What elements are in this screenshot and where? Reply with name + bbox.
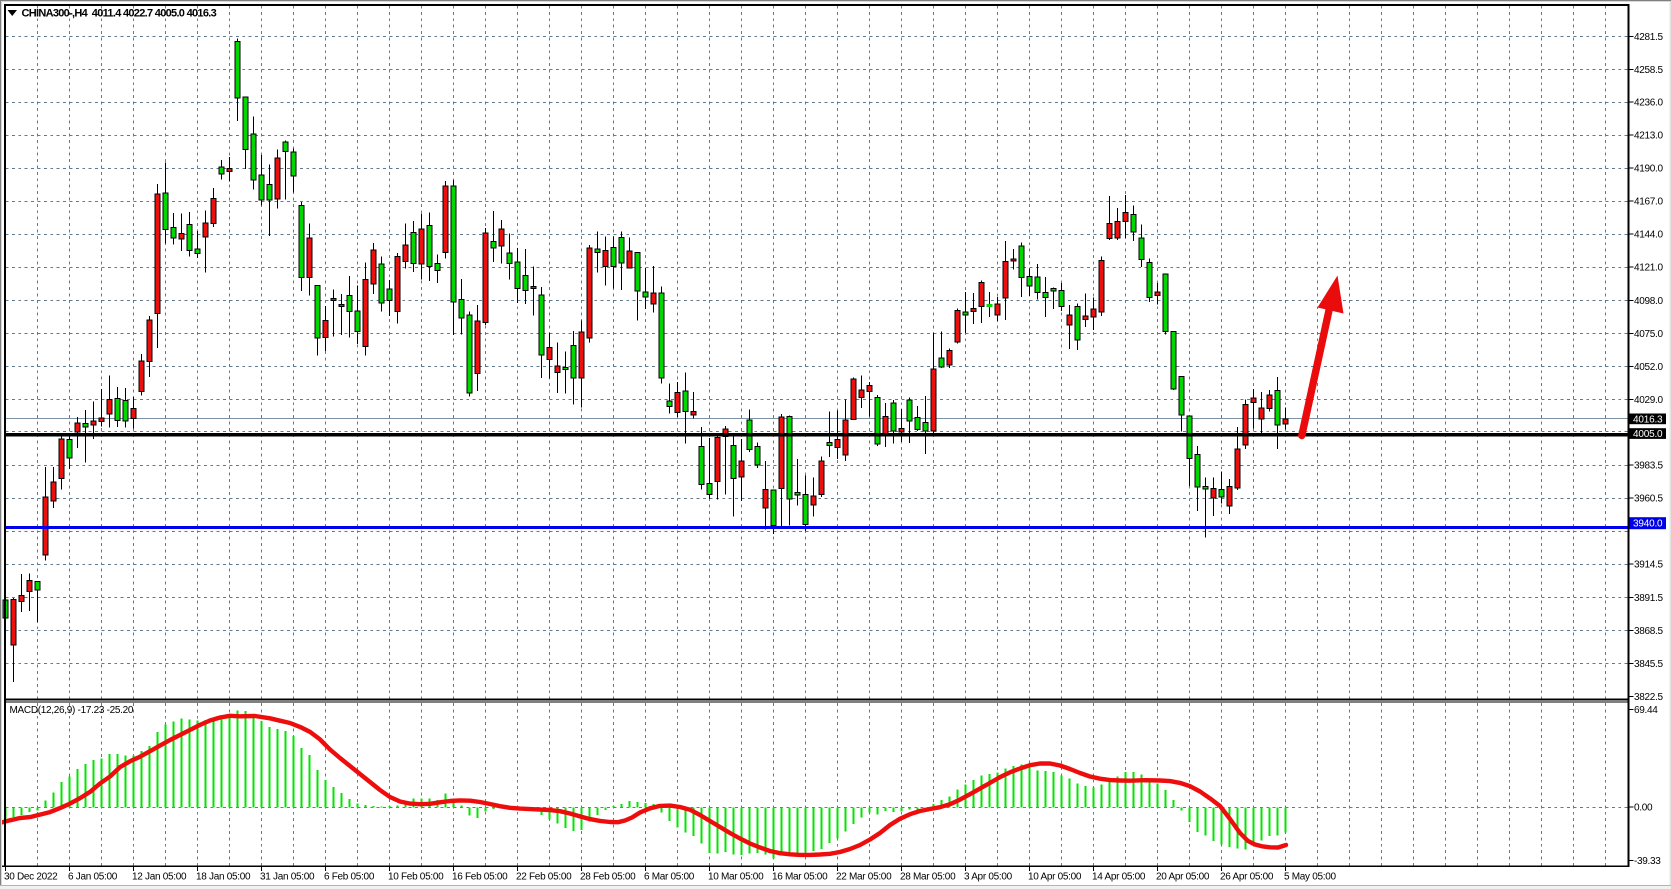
svg-text:14 Apr 05:00: 14 Apr 05:00 (1092, 872, 1146, 883)
svg-text:22 Mar 05:00: 22 Mar 05:00 (836, 872, 892, 883)
svg-text:10 Mar 05:00: 10 Mar 05:00 (708, 872, 764, 883)
svg-text:4190.0: 4190.0 (1634, 164, 1664, 175)
svg-text:6 Mar 05:00: 6 Mar 05:00 (644, 872, 695, 883)
svg-text:3960.5: 3960.5 (1634, 494, 1664, 505)
svg-text:3940.0: 3940.0 (1633, 519, 1663, 530)
svg-text:16 Mar 05:00: 16 Mar 05:00 (772, 872, 828, 883)
svg-text:16 Feb 05:00: 16 Feb 05:00 (452, 872, 508, 883)
svg-text:30 Dec 2022: 30 Dec 2022 (4, 872, 58, 883)
svg-text:3822.5: 3822.5 (1634, 692, 1664, 703)
svg-text:22 Feb 05:00: 22 Feb 05:00 (516, 872, 572, 883)
svg-text:10 Apr 05:00: 10 Apr 05:00 (1028, 872, 1082, 883)
svg-text:CHINA300-,H4 4011.4 4022.7 40: CHINA300-,H4 4011.4 4022.7 4005.0 4016.3 (22, 8, 217, 20)
svg-text:4098.0: 4098.0 (1634, 296, 1664, 307)
svg-text:18 Jan 05:00: 18 Jan 05:00 (196, 872, 251, 883)
svg-text:4213.0: 4213.0 (1634, 131, 1664, 142)
svg-text:4005.0: 4005.0 (1633, 429, 1663, 440)
svg-text:28 Feb 05:00: 28 Feb 05:00 (580, 872, 636, 883)
svg-text:3891.5: 3891.5 (1634, 593, 1664, 604)
svg-text:4258.5: 4258.5 (1634, 65, 1664, 76)
svg-text:3845.5: 3845.5 (1634, 659, 1664, 670)
svg-text:3983.5: 3983.5 (1634, 461, 1664, 472)
svg-text:4029.0: 4029.0 (1634, 395, 1664, 406)
svg-text:4075.0: 4075.0 (1634, 329, 1664, 340)
svg-text:69.44: 69.44 (1634, 705, 1658, 716)
svg-text:20 Apr 05:00: 20 Apr 05:00 (1156, 872, 1210, 883)
svg-text:3 Apr 05:00: 3 Apr 05:00 (964, 872, 1013, 883)
svg-text:4144.0: 4144.0 (1634, 230, 1664, 241)
svg-text:4236.0: 4236.0 (1634, 97, 1664, 108)
svg-text:4052.0: 4052.0 (1634, 362, 1664, 373)
svg-text:6 Feb 05:00: 6 Feb 05:00 (324, 872, 375, 883)
svg-text:0.00: 0.00 (1634, 802, 1653, 813)
svg-text:4121.0: 4121.0 (1634, 263, 1664, 274)
svg-text:3868.5: 3868.5 (1634, 626, 1664, 637)
svg-text:26 Apr 05:00: 26 Apr 05:00 (1220, 872, 1274, 883)
svg-text:3914.5: 3914.5 (1634, 560, 1664, 571)
svg-text:31 Jan 05:00: 31 Jan 05:00 (260, 872, 315, 883)
svg-text:4167.0: 4167.0 (1634, 197, 1664, 208)
svg-text:-39.33: -39.33 (1634, 856, 1661, 867)
svg-text:6 Jan 05:00: 6 Jan 05:00 (68, 872, 118, 883)
svg-text:28 Mar 05:00: 28 Mar 05:00 (900, 872, 956, 883)
svg-text:10 Feb 05:00: 10 Feb 05:00 (388, 872, 444, 883)
svg-text:MACD(12,26,9) -17.23 -25.20: MACD(12,26,9) -17.23 -25.20 (10, 705, 134, 716)
svg-text:5 May 05:00: 5 May 05:00 (1284, 872, 1336, 883)
svg-text:4016.3: 4016.3 (1633, 414, 1663, 425)
svg-text:12 Jan 05:00: 12 Jan 05:00 (132, 872, 187, 883)
svg-text:4281.5: 4281.5 (1634, 32, 1664, 43)
